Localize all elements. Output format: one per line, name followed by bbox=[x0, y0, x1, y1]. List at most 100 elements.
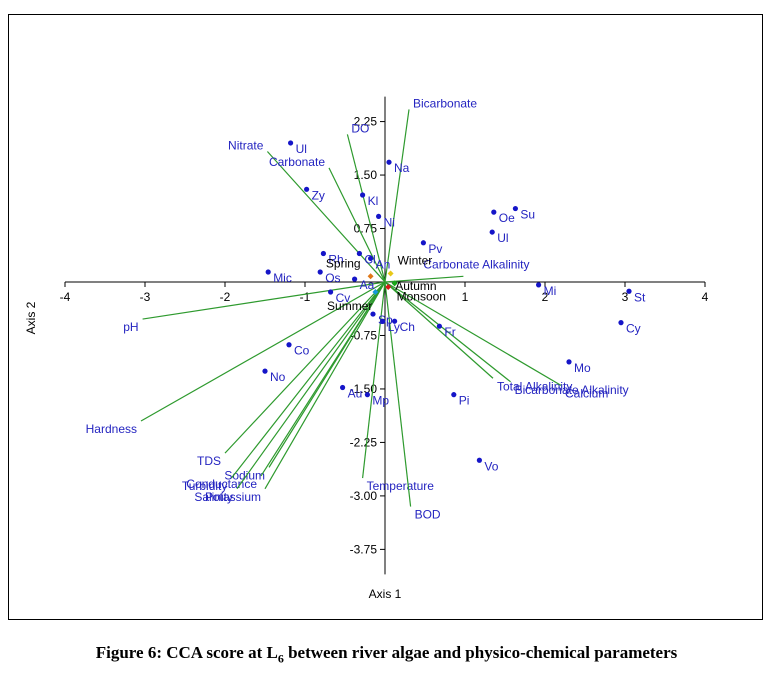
species-point bbox=[352, 276, 358, 282]
species-label: An bbox=[376, 257, 391, 271]
season-point bbox=[367, 273, 374, 280]
species-label: Os bbox=[325, 271, 340, 285]
y-ticks: 2.251.500.75-0.75-1.50-2.25-3.00-3.75 bbox=[350, 115, 385, 556]
env-vector-label: Nitrate bbox=[228, 139, 264, 153]
figure-caption: Figure 6: CCA score at L6 between river … bbox=[0, 643, 773, 666]
env-vector-label: Potassium bbox=[205, 490, 261, 504]
species-label: Mp bbox=[372, 394, 389, 408]
season-point bbox=[372, 288, 379, 295]
env-vector-label: Bicarbonate bbox=[413, 96, 477, 110]
species-label: Ul bbox=[296, 142, 307, 156]
x-tick-label: 2 bbox=[542, 290, 549, 304]
species-label: Ly bbox=[388, 320, 400, 334]
species-point bbox=[618, 320, 624, 326]
species-point bbox=[536, 282, 542, 288]
species-label: Au bbox=[348, 387, 363, 401]
caption-prefix: Figure 6: CCA score at L bbox=[95, 643, 278, 662]
caption-suffix: between river algae and physico-chemical… bbox=[283, 643, 678, 662]
env-vector-label: DO bbox=[351, 121, 369, 135]
env-vector-line bbox=[328, 167, 386, 283]
env-vector-line bbox=[384, 281, 494, 379]
species-point bbox=[262, 368, 268, 374]
species-label: Vo bbox=[484, 459, 498, 473]
env-vector-line bbox=[236, 281, 386, 490]
species-point bbox=[360, 192, 366, 198]
y-tick-label: 0.75 bbox=[354, 222, 378, 236]
species-label: Mo bbox=[574, 361, 591, 375]
x-tick-label: -3 bbox=[140, 290, 151, 304]
species-label: Zy bbox=[312, 188, 325, 202]
species-point bbox=[328, 289, 334, 295]
env-vector-line bbox=[346, 134, 386, 283]
env-vector-label: TDS bbox=[197, 454, 221, 468]
y-tick-label: 1.50 bbox=[354, 168, 378, 182]
y-tick-label: 2.25 bbox=[354, 115, 378, 129]
season-label: Spring bbox=[326, 256, 361, 270]
species-point bbox=[288, 140, 294, 146]
species-point bbox=[392, 318, 398, 324]
species-label: Cv bbox=[336, 291, 351, 305]
y-axis-title: Axis 2 bbox=[24, 301, 38, 334]
season-label: Summer bbox=[327, 299, 372, 313]
species-label: Pi bbox=[459, 394, 470, 408]
env-vector-line bbox=[224, 281, 386, 454]
y-tick-label: -1.50 bbox=[350, 382, 378, 396]
species-point bbox=[286, 342, 292, 348]
env-vector-line bbox=[230, 281, 386, 479]
species-label: Na bbox=[394, 161, 410, 175]
env-vector-line bbox=[362, 281, 386, 479]
species-label: St bbox=[634, 290, 646, 304]
env-vector-label: Total Alkalinity bbox=[497, 379, 572, 393]
species-label: Kl bbox=[368, 194, 379, 208]
species-point bbox=[364, 392, 370, 398]
species-label: Pv bbox=[428, 242, 442, 256]
species-point bbox=[320, 250, 326, 257]
species-point bbox=[420, 240, 426, 246]
season-point bbox=[391, 280, 398, 287]
x-tick-label: -2 bbox=[220, 290, 231, 304]
env-vector-label: Hardness bbox=[86, 422, 137, 436]
species-label: Fr bbox=[444, 325, 455, 339]
env-vector-label: Carbonate Alkalinity bbox=[423, 257, 529, 271]
species-point bbox=[317, 269, 323, 275]
species-label: Aa bbox=[360, 278, 375, 292]
species-label: Oe bbox=[499, 211, 515, 225]
env-vector-label: Temperature bbox=[367, 479, 435, 493]
species-label: Ni bbox=[384, 215, 395, 229]
x-tick-label: -4 bbox=[60, 290, 71, 304]
species-label: Ul bbox=[497, 231, 508, 245]
env-vector-line bbox=[384, 281, 562, 386]
env-vector-label: BOD bbox=[415, 508, 441, 522]
x-tick-label: 3 bbox=[622, 290, 629, 304]
env-vector-label: Salinity bbox=[194, 490, 233, 504]
species-label: Mi bbox=[544, 284, 557, 298]
species-label: Ch bbox=[400, 320, 415, 334]
species-point bbox=[566, 359, 572, 365]
species-point bbox=[436, 323, 442, 329]
species-label: Cy bbox=[626, 322, 641, 336]
env-vector-line bbox=[264, 281, 386, 490]
season-label: Monsoon bbox=[397, 289, 446, 303]
season-point bbox=[385, 283, 392, 290]
env-vector-label: Bicarbonate Alkalinity bbox=[515, 383, 629, 397]
species-point bbox=[512, 205, 519, 212]
season-label: Winter bbox=[398, 253, 433, 267]
species-point bbox=[380, 318, 386, 324]
species-label: No bbox=[270, 370, 286, 384]
env-vector-line bbox=[142, 281, 386, 320]
cca-biplot: -4 -3 -2 -1 1 2 3 4 2.251.500.75-0.75-1.50-2.25… bbox=[24, 96, 709, 601]
species-point bbox=[476, 457, 482, 463]
env-vector-line bbox=[140, 281, 386, 422]
x-ticks: -4 -3 -2 -1 1 2 3 4 bbox=[60, 282, 709, 304]
y-tick-label: -3.75 bbox=[350, 542, 378, 556]
x-tick-label: 4 bbox=[702, 290, 709, 304]
env-vector-line bbox=[384, 281, 511, 383]
season-point bbox=[387, 270, 394, 277]
env-vector-line bbox=[260, 281, 386, 477]
env-vector-label: Turbidity bbox=[182, 479, 228, 493]
env-vector-label: Carbonate bbox=[269, 155, 325, 169]
env-vector-label: Conductance bbox=[186, 477, 257, 491]
env-vector-line bbox=[384, 109, 410, 283]
caption-subscript: 6 bbox=[277, 651, 284, 666]
